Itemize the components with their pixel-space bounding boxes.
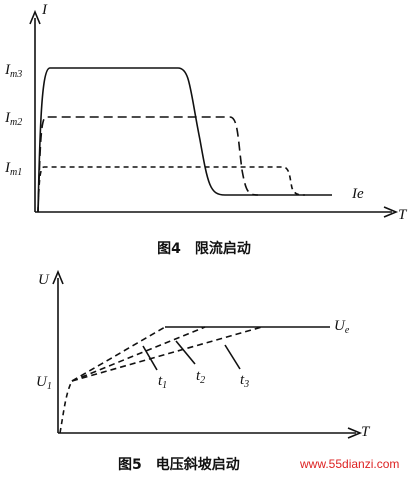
figure-4: I T Im3 Im2 Im1 Ie 图4 限流启动 [4, 2, 408, 257]
y-label: U [38, 272, 50, 288]
curve-m3 [37, 67, 332, 213]
arrow [52, 269, 64, 285]
figure-5: U T U1 Ue t1 t2 t3 图5 电压斜坡启动 www.55dianz… [36, 269, 399, 473]
arrow [383, 206, 399, 218]
initial-ramp [59, 380, 73, 434]
caption: 图5 电压斜坡启动 [118, 456, 240, 473]
level-label: Im2 [4, 110, 22, 128]
level-label: Im3 [4, 62, 22, 80]
arrow [347, 427, 363, 439]
ramp-t1 [71, 326, 166, 382]
arrow [29, 9, 41, 25]
ramp-t2 [71, 326, 206, 382]
curve-m1 [37, 166, 306, 213]
leader [175, 340, 196, 365]
y-label: I [41, 2, 48, 18]
x-label: T [398, 207, 408, 223]
x-label: T [361, 424, 371, 440]
end-label: Ue [334, 318, 350, 336]
leader [224, 344, 241, 370]
start-label: U1 [36, 374, 52, 392]
watermark: www.55dianzi.com [299, 457, 399, 471]
time-label: t1 [158, 373, 167, 391]
leader [142, 345, 158, 371]
ramp-t3 [71, 326, 263, 382]
time-label: t2 [196, 368, 205, 386]
time-label: t3 [240, 372, 249, 390]
curve-m2 [37, 116, 259, 213]
end-label: Ie [351, 186, 364, 202]
caption: 图4 限流启动 [157, 240, 251, 257]
level-label: Im1 [4, 160, 22, 178]
